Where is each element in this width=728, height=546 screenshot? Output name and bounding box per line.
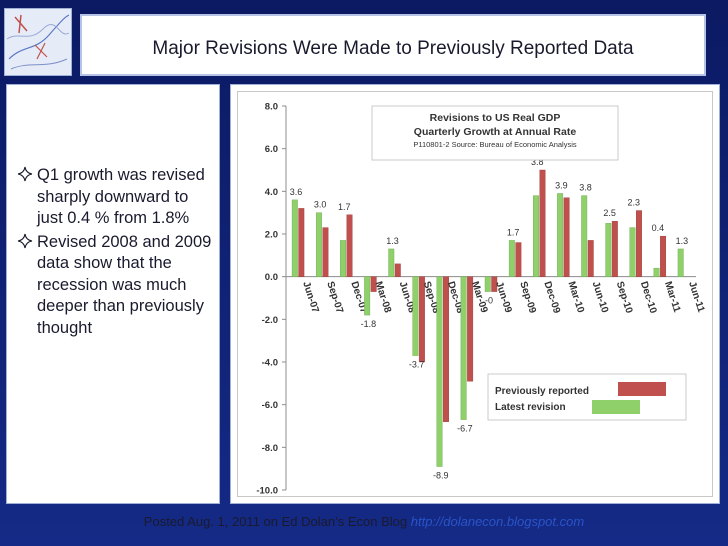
bar-latest-revision [605, 223, 612, 277]
chart-subtitle: Quarterly Growth at Annual Rate [414, 126, 577, 138]
footer: Posted Aug. 1, 2011 on Ed Dolan’s Econ B… [0, 514, 728, 529]
bar-latest-revision [460, 276, 467, 420]
bar-latest-revision [508, 240, 515, 277]
bar-latest-revision [533, 195, 539, 277]
bar-latest-revision [581, 195, 588, 277]
category-label: Jun-07 [300, 280, 321, 314]
bar-previously-reported [491, 276, 498, 292]
legend-label-previously-reported: Previously reported [495, 386, 589, 397]
bar-previously-reported [515, 242, 522, 277]
bar-previously-reported [298, 208, 305, 277]
y-tick-label: 8.0 [265, 102, 278, 113]
category-label: Sep-10 [614, 280, 635, 315]
bar-latest-revision [412, 276, 419, 356]
y-tick-label: -2.0 [262, 315, 278, 326]
bar-previously-reported [418, 276, 425, 363]
bar-previously-reported [443, 276, 449, 422]
data-label: 1.7 [338, 202, 351, 212]
bar-latest-revision [340, 240, 346, 277]
bar-previously-reported [467, 276, 474, 382]
bar-latest-revision [677, 248, 684, 277]
legend-label-latest-revision: Latest revision [495, 402, 566, 413]
data-label: 3.8 [579, 183, 592, 193]
category-label: Dec-10 [638, 280, 659, 315]
y-tick-label: 4.0 [265, 187, 278, 198]
bullet-panel: Q1 growth was revised sharply downward t… [6, 84, 220, 504]
bar-previously-reported [636, 210, 642, 277]
bar-latest-revision [484, 276, 491, 292]
data-label: 2.3 [627, 198, 640, 208]
category-label: Dec-09 [541, 280, 562, 315]
chart-title: Revisions to US Real GDP [430, 112, 561, 124]
category-label: Mar-11 [662, 280, 682, 314]
y-tick-label: 6.0 [265, 144, 278, 155]
data-label: -8.9 [433, 471, 449, 481]
footer-text: Posted Aug. 1, 2011 on Ed Dolan’s Econ B… [143, 514, 408, 529]
data-label: 1.7 [507, 227, 520, 237]
legend-swatch-previously-reported [618, 382, 666, 396]
bar-previously-reported [587, 240, 594, 277]
diamond-bullet-icon [17, 166, 33, 182]
data-label: 0.4 [652, 223, 665, 233]
category-label: Mar-10 [565, 280, 586, 314]
data-label: 1.3 [676, 236, 689, 246]
chart-title-box [371, 105, 619, 161]
bullet-list: Q1 growth was revised sharply downward t… [15, 165, 215, 341]
bullet-item: Q1 growth was revised sharply downward t… [15, 165, 215, 230]
y-tick-label: -6.0 [262, 400, 278, 411]
data-label: -3.7 [409, 360, 425, 370]
bar-latest-revision [557, 193, 564, 277]
diamond-bullet-icon [17, 233, 33, 248]
chart-source: P110801-2 Source: Bureau of Economic Ana… [413, 140, 577, 149]
data-label: 3.9 [555, 180, 568, 190]
legend-box [487, 373, 687, 421]
data-label: 3.6 [290, 187, 303, 197]
bar-previously-reported [563, 197, 570, 277]
bar-previously-reported [394, 263, 401, 277]
y-tick-label: 2.0 [265, 230, 278, 241]
data-label: -1.8 [361, 319, 377, 329]
legend-swatch-latest-revision [592, 400, 640, 414]
data-label: 3.0 [314, 200, 327, 210]
y-tick-label: 0.0 [265, 272, 278, 283]
bar-previously-reported [539, 169, 546, 277]
bar-latest-revision [436, 276, 443, 467]
chart-frame [237, 91, 713, 497]
category-label: Jun-10 [590, 280, 611, 314]
y-tick-label: -4.0 [262, 358, 278, 369]
data-label: 2.5 [603, 208, 616, 218]
bar-previously-reported [322, 227, 329, 277]
bar-latest-revision [291, 199, 298, 277]
footer-link[interactable]: http://dolanecon.blogspot.com [410, 514, 585, 529]
bar-previously-reported [346, 214, 353, 277]
data-label: 1.3 [386, 236, 399, 246]
data-label: -0 [485, 296, 493, 306]
category-label: Sep-07 [324, 280, 345, 315]
category-label: Mar-08 [373, 280, 394, 314]
bar-latest-revision [388, 248, 395, 277]
bullet-item: Revised 2008 and 2009 data show that the… [15, 232, 215, 340]
category-label: Jun-11 [686, 280, 706, 314]
data-label: -6.7 [457, 424, 473, 434]
slide-title: Major Revisions Were Made to Previously … [152, 38, 634, 59]
bullet-text: Q1 growth was revised sharply downward t… [37, 166, 205, 227]
bar-previously-reported [660, 235, 667, 277]
title-box: Major Revisions Were Made to Previously … [80, 14, 706, 76]
category-label: Jun-09 [493, 280, 514, 314]
bar-previously-reported [611, 220, 618, 277]
bullet-text: Revised 2008 and 2009 data show that the… [37, 232, 212, 337]
gdp-revisions-chart: 8.0 6.0 4.0 2.0 0.0 -2.0 -4.0 -6.0 -8.0 -10.0 3.6 J… [256, 102, 706, 497]
logo-image [4, 8, 72, 76]
y-tick-label: -8.0 [262, 443, 278, 454]
bar-previously-reported [370, 276, 377, 292]
bar-latest-revision [315, 212, 322, 277]
bar-latest-revision [629, 227, 636, 277]
bar-latest-revision [364, 276, 371, 316]
bar-latest-revision [653, 267, 660, 277]
category-label: Sep-09 [517, 280, 538, 315]
data-label: 3.8 [531, 157, 544, 167]
y-tick-label: -10.0 [256, 486, 278, 497]
